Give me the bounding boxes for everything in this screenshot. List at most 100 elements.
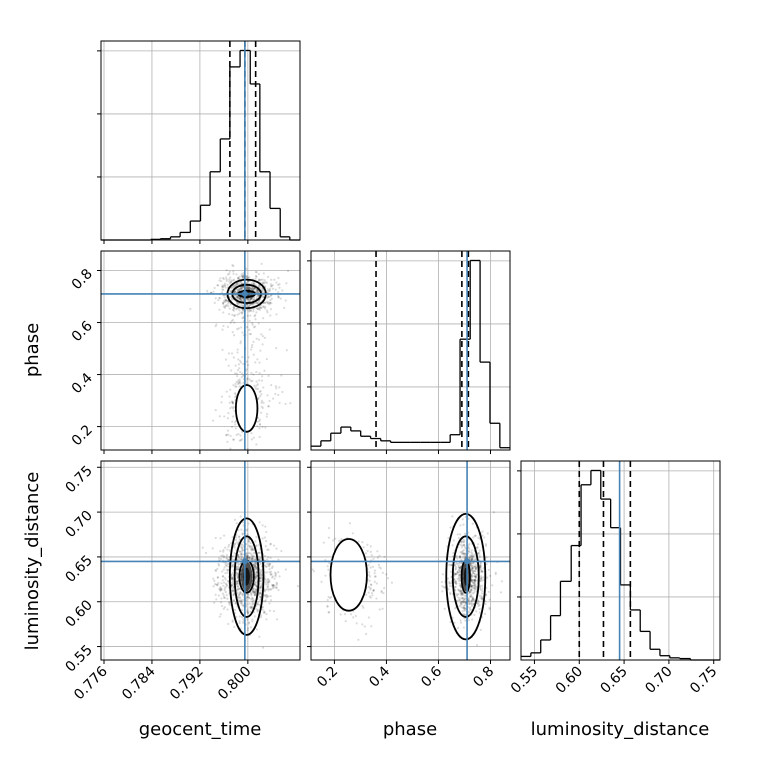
scatter-geocent-time-phase-point [265,415,268,418]
scatter-geocent-time-luminosity-distance-point [247,627,250,630]
scatter-geocent-time-luminosity-distance-point [246,555,249,558]
scatter-phase-luminosity-distance-point [477,601,480,605]
scatter-geocent-time-phase-point [256,307,259,310]
scatter-geocent-time-luminosity-distance-point [251,547,254,551]
scatter-phase-luminosity-distance-point [456,570,460,574]
scatter-geocent-time-luminosity-distance-point [238,615,241,618]
scatter-geocent-time-luminosity-distance-point [268,567,271,571]
scatter-geocent-time-phase-point [238,297,241,300]
scatter-phase-luminosity-distance-point [468,550,471,554]
scatter-geocent-time-phase-point [241,355,244,359]
scatter-phase-luminosity-distance-point [476,543,480,546]
scatter-geocent-time-phase-point [231,313,234,316]
scatter-geocent-time-luminosity-distance-point [264,578,267,581]
scatter-geocent-time-phase-point [240,375,243,379]
scatter-geocent-time-luminosity-distance-point [241,543,244,546]
scatter-geocent-time-phase-point [237,288,240,291]
scatter-phase-luminosity-distance-point [382,592,385,595]
scatter-geocent-time-phase-point [252,287,255,290]
scatter-phase-luminosity-distance-point [477,536,480,539]
scatter-geocent-time-phase-point [228,270,231,273]
scatter-geocent-time-phase-point [224,286,227,289]
scatter-geocent-time-phase-point [254,270,257,274]
scatter-geocent-time-phase-point [223,306,226,309]
scatter-phase-luminosity-distance-point [456,593,459,596]
scatter-geocent-time-luminosity-distance-point [224,582,228,585]
scatter-geocent-time-luminosity-distance-point [222,607,225,610]
scatter-phase-luminosity-distance-point [457,598,461,602]
scatter-geocent-time-luminosity-distance-point [252,563,255,566]
scatter-geocent-time-phase-point [242,381,245,384]
scatter-geocent-time-luminosity-distance-point [214,593,217,596]
scatter-phase-luminosity-distance-point [484,544,488,547]
scatter-geocent-time-luminosity-distance-point [258,635,261,638]
scatter-geocent-time-luminosity-distance-point [250,592,253,595]
scatter-geocent-time-phase-point [228,280,231,283]
scatter-phase-luminosity-distance-point [484,543,488,546]
scatter-geocent-time-luminosity-distance-point [264,544,267,548]
scatter-geocent-time-luminosity-distance-frame [100,460,301,661]
scatter-phase-luminosity-distance-point [462,604,466,607]
scatter-geocent-time-phase-point [245,325,249,329]
scatter-phase-luminosity-distance-point [470,585,474,588]
scatter-geocent-time-luminosity-distance-point [249,606,252,609]
scatter-phase-luminosity-distance-point [462,613,465,616]
scatter-geocent-time-phase-point [258,308,261,311]
scatter-geocent-time-luminosity-distance-point [246,608,249,611]
scatter-geocent-time-luminosity-distance-point [201,546,204,549]
scatter-phase-luminosity-distance-point [469,562,472,565]
scatter-geocent-time-luminosity-distance-point [255,544,258,547]
scatter-phase-luminosity-distance-point [467,546,470,549]
scatter-phase-luminosity-distance-point [456,599,459,603]
scatter-geocent-time-luminosity-distance-point [271,587,275,590]
scatter-geocent-time-luminosity-distance-point [254,565,257,568]
scatter-phase-luminosity-distance-point [463,604,467,607]
scatter-geocent-time-luminosity-distance-point [242,617,245,621]
scatter-geocent-time-phase-point [255,370,258,374]
scatter-geocent-time-phase-point [237,296,240,299]
scatter-phase-luminosity-distance-point [449,526,452,529]
scatter-phase-luminosity-distance-point [472,597,475,600]
scatter-geocent-time-luminosity-distance-point [263,571,267,574]
scatter-phase-luminosity-distance-point [377,563,380,567]
scatter-phase-luminosity-distance-point [480,576,483,580]
scatter-geocent-time-luminosity-distance-point [253,583,256,586]
scatter-geocent-time-luminosity-distance-point [238,587,241,590]
scatter-geocent-time-phase-point [240,297,243,300]
scatter-geocent-time-phase-point [269,298,272,302]
scatter-geocent-time-luminosity-distance-point [226,548,229,551]
scatter-phase-luminosity-distance-point [458,568,461,571]
x-axis-label-luminosity-distance: luminosity_distance [531,719,710,740]
scatter-geocent-time-luminosity-distance-point [246,595,250,598]
scatter-geocent-time-phase-point [216,284,219,287]
scatter-geocent-time-phase-point [228,272,231,275]
hist-geocent-time-frame [100,40,301,241]
scatter-phase-luminosity-distance-point [478,603,481,607]
scatter-phase-luminosity-distance-point [461,538,465,541]
scatter-geocent-time-phase-point [224,298,227,301]
scatter-geocent-time-luminosity-distance-point [236,557,239,561]
scatter-geocent-time-luminosity-distance-point [226,569,230,572]
scatter-geocent-time-luminosity-distance-point [272,583,275,587]
scatter-geocent-time-phase-point [231,420,234,423]
scatter-geocent-time-phase-point [257,279,260,282]
scatter-geocent-time-phase-point [262,401,265,404]
scatter-phase-luminosity-distance-point [454,581,457,585]
scatter-phase-luminosity-distance-point [462,523,465,526]
scatter-geocent-time-luminosity-distance-point [251,558,254,561]
scatter-geocent-time-phase-point [236,303,239,306]
scatter-geocent-time-luminosity-distance-point [253,558,256,561]
scatter-geocent-time-luminosity-distance-point [249,541,252,545]
scatter-geocent-time-phase-point [220,280,223,283]
scatter-phase-luminosity-distance-point [455,562,458,565]
scatter-phase-luminosity-distance-point [485,562,488,566]
scatter-geocent-time-luminosity-distance-point [226,562,229,566]
scatter-phase-luminosity-distance-point [327,611,330,614]
scatter-geocent-time-luminosity-distance-point [254,573,258,576]
scatter-geocent-time-phase-point [241,286,244,289]
scatter-geocent-time-phase-point [246,286,250,289]
scatter-phase-luminosity-distance-point [478,554,481,557]
scatter-geocent-time-luminosity-distance-point [217,594,221,597]
scatter-phase-luminosity-distance-point [469,554,472,557]
